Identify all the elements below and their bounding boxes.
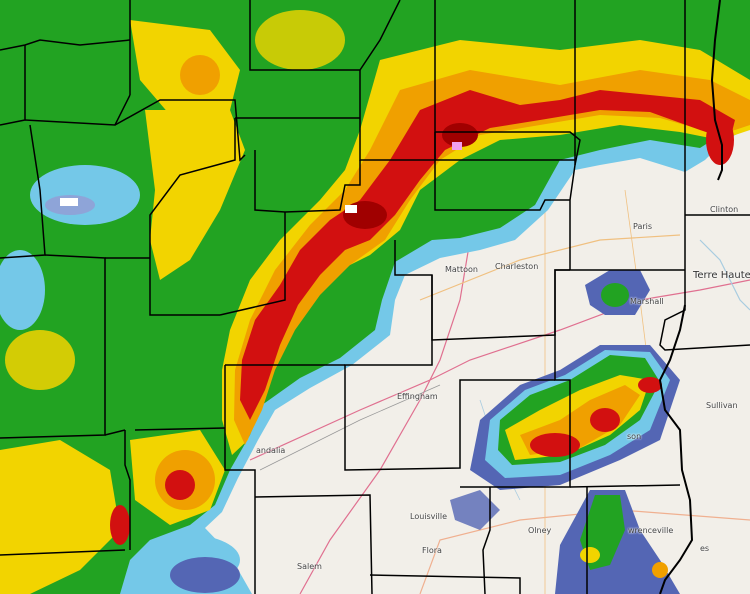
place-label-vandalia: andalia bbox=[256, 446, 286, 455]
place-label-salem: Salem bbox=[297, 562, 322, 571]
place-label-louisville: Louisville bbox=[410, 512, 447, 521]
echo-dark-blue bbox=[450, 490, 500, 530]
echo-white bbox=[60, 198, 78, 206]
echo-red bbox=[530, 433, 580, 457]
echo-red bbox=[638, 377, 662, 393]
echo-yellow bbox=[580, 547, 600, 563]
echo-orange bbox=[652, 562, 668, 578]
place-label-robinson: son bbox=[627, 432, 642, 441]
echo-yellow bbox=[0, 440, 120, 594]
echo-yellow bbox=[255, 10, 345, 70]
place-label-charleston: Charleston bbox=[495, 262, 539, 271]
river bbox=[699, 239, 750, 311]
place-label-mattoon: Mattoon bbox=[445, 265, 478, 274]
echo-white bbox=[345, 205, 357, 213]
echo-yellow bbox=[5, 330, 75, 390]
place-label-clinton: Clinton bbox=[710, 205, 739, 214]
echo-orange bbox=[234, 70, 750, 445]
echo-yellow bbox=[145, 110, 245, 280]
highway bbox=[419, 509, 750, 594]
place-label-marshall: Marshall bbox=[630, 297, 664, 306]
echo-magenta bbox=[452, 142, 462, 150]
echo-orange bbox=[180, 55, 220, 95]
place-label-olney: Olney bbox=[528, 526, 552, 535]
echo-dark-red bbox=[442, 123, 478, 147]
echo-light-blue bbox=[30, 165, 140, 225]
place-label-terre-haute: Terre Haute bbox=[693, 270, 750, 281]
place-label-paris: Paris bbox=[633, 222, 653, 231]
echo-red bbox=[110, 505, 130, 545]
echo-red bbox=[165, 470, 195, 500]
echo-dark-blue bbox=[170, 557, 240, 593]
place-label-effingham: Effingham bbox=[397, 392, 438, 401]
state-border-wabash bbox=[658, 0, 723, 594]
place-label-sullivan: Sullivan bbox=[706, 401, 738, 410]
railroad bbox=[259, 384, 441, 471]
place-label-lawrenceville: wrenceville bbox=[628, 526, 674, 535]
place-label-vincennes: es bbox=[700, 544, 710, 553]
echo-green bbox=[601, 283, 629, 307]
echo-red bbox=[590, 408, 620, 432]
highway bbox=[419, 234, 681, 301]
place-label-flora: Flora bbox=[422, 546, 442, 555]
echo-light-blue bbox=[0, 250, 45, 330]
interstate-57 bbox=[299, 239, 471, 594]
interstate-70 bbox=[249, 279, 750, 461]
